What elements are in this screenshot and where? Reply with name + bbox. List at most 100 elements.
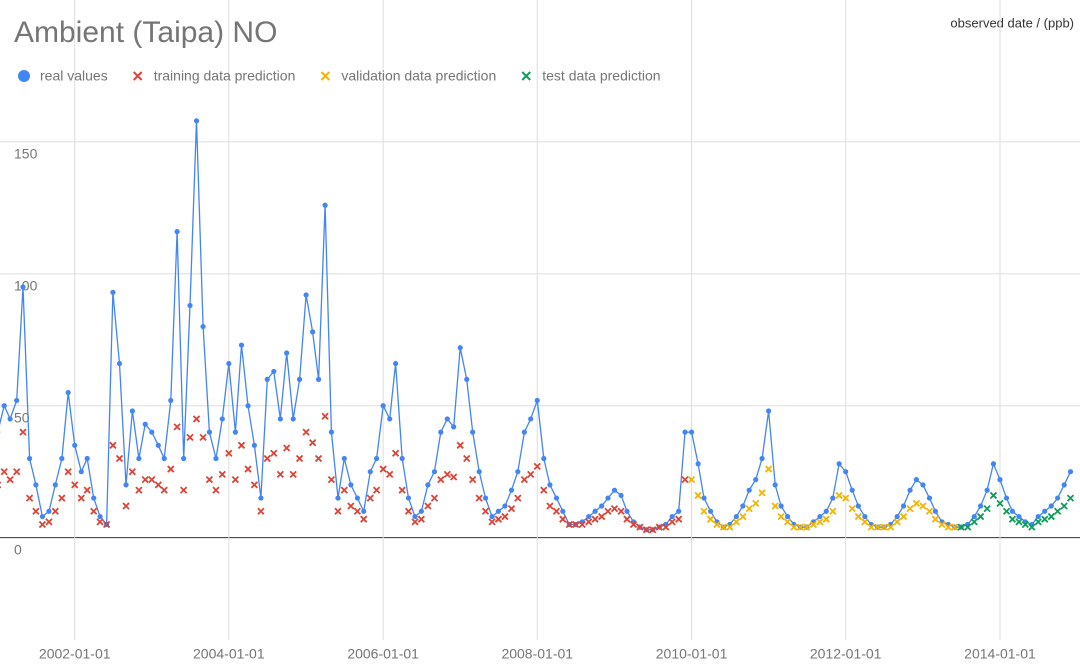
data-point [263, 454, 271, 463]
data-point [90, 507, 98, 515]
data-point [713, 520, 721, 529]
data-point [957, 523, 965, 531]
data-point [1042, 508, 1048, 514]
legend-item: test data prediction [521, 68, 661, 84]
data-point [785, 513, 791, 520]
data-point [470, 429, 476, 435]
legend-item: validation data prediction [320, 68, 496, 84]
data-point [91, 495, 97, 501]
data-point [1021, 520, 1029, 529]
data-point [58, 494, 66, 502]
data-point [809, 520, 818, 529]
data-point [508, 487, 515, 493]
data-point [893, 518, 901, 526]
data-point [315, 376, 322, 382]
data-point [861, 518, 869, 526]
data-point [59, 455, 65, 462]
data-point [1048, 503, 1054, 509]
data-point [983, 505, 991, 513]
data-point [348, 482, 354, 488]
series [0, 412, 689, 534]
data-point [996, 499, 1004, 507]
data-point [25, 494, 34, 502]
data-point [284, 350, 290, 356]
data-point [502, 503, 508, 509]
data-point [399, 455, 405, 462]
data-point [746, 487, 752, 493]
data-point [296, 376, 303, 382]
data-point [431, 469, 438, 475]
data-point [944, 523, 952, 531]
data-point [585, 518, 593, 526]
data-point [803, 523, 811, 531]
data-point [314, 454, 323, 463]
data-point [32, 507, 40, 515]
data-point [110, 289, 116, 295]
data-point [695, 461, 701, 467]
data-point [894, 513, 900, 520]
data-point [187, 302, 193, 309]
data-point [334, 507, 342, 515]
data-point [181, 455, 187, 462]
data-point [142, 421, 148, 427]
data-point [237, 441, 246, 449]
data-point [425, 482, 431, 488]
data-point [96, 518, 104, 526]
data-point [481, 507, 490, 515]
data-point [65, 389, 71, 396]
data-point [7, 416, 13, 422]
data-point [464, 376, 470, 382]
data-point [231, 475, 240, 484]
data-point [64, 468, 72, 476]
data-point [250, 481, 259, 489]
x-tick-label: 2002-01-01 [39, 646, 111, 662]
legend-marker [521, 71, 531, 81]
data-point [732, 518, 740, 526]
data-point [682, 429, 688, 435]
data-point [321, 412, 329, 420]
data-point [251, 442, 257, 448]
data-point [990, 461, 997, 467]
data-point [1067, 469, 1074, 475]
data-point [335, 495, 341, 501]
data-point [276, 470, 284, 478]
data-point [822, 515, 830, 523]
data-point [129, 408, 135, 414]
data-point [411, 518, 419, 526]
data-point [976, 512, 985, 521]
data-point [599, 503, 605, 509]
data-point [669, 513, 675, 520]
data-point [83, 486, 91, 494]
data-point [367, 469, 373, 475]
data-point [766, 408, 772, 414]
data-point [919, 502, 927, 510]
data-point [777, 512, 785, 521]
data-point [494, 515, 503, 523]
data-point [835, 491, 843, 500]
data-point [719, 523, 728, 531]
data-point [636, 523, 644, 531]
data-point [102, 520, 111, 529]
data-point [527, 470, 535, 478]
data-point [778, 503, 784, 509]
data-point [353, 507, 362, 515]
data-point [244, 465, 252, 473]
legend-marker [18, 70, 30, 82]
data-point [238, 342, 245, 348]
x-tick-label: 2004-01-01 [193, 646, 265, 662]
data-point [52, 482, 58, 488]
x-tick-label: 2010-01-01 [656, 646, 728, 662]
data-point [206, 429, 213, 435]
x-tick-label: 2006-01-01 [347, 646, 419, 662]
data-point [366, 494, 374, 502]
data-point [45, 518, 53, 526]
series [687, 465, 959, 531]
data-point [676, 508, 682, 514]
data-point [701, 495, 707, 501]
data-point [624, 508, 630, 514]
data-point [412, 513, 418, 520]
data-point [578, 520, 586, 529]
series [0, 118, 1074, 533]
data-point [771, 502, 779, 510]
legend-label: test data prediction [542, 68, 660, 84]
